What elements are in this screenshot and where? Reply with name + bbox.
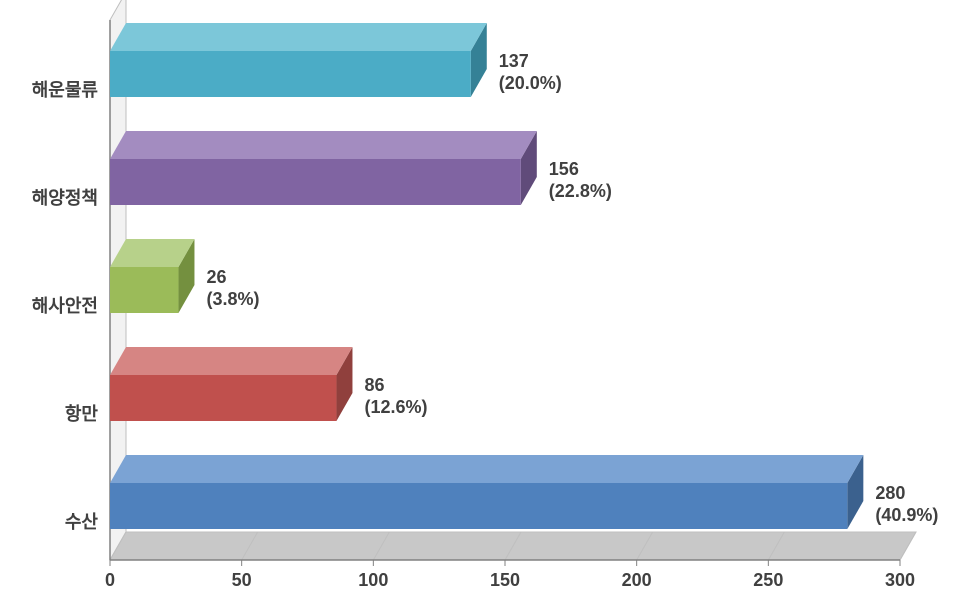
bar-front: [110, 267, 178, 313]
bar-percent-label: (40.9%): [875, 504, 938, 527]
x-axis-label: 150: [485, 570, 525, 591]
chart-canvas: [0, 0, 960, 609]
bar-percent-label: (3.8%): [206, 288, 259, 311]
bar-top: [110, 347, 352, 375]
bar-value-label: 156: [549, 158, 579, 181]
bar-percent-label: (20.0%): [499, 72, 562, 95]
bar-top: [110, 131, 537, 159]
bar-top: [110, 23, 487, 51]
bar-top: [110, 455, 863, 483]
x-axis-label: 50: [222, 570, 262, 591]
bar-front: [110, 375, 336, 421]
bar-front: [110, 483, 847, 529]
bar-front: [110, 51, 471, 97]
x-axis-label: 250: [748, 570, 788, 591]
y-axis-label: 항만: [8, 400, 98, 426]
x-axis-label: 0: [90, 570, 130, 591]
y-axis-label: 수산: [8, 508, 98, 534]
bar-percent-label: (12.6%): [364, 396, 427, 419]
bar-value-label: 137: [499, 50, 529, 73]
y-axis-label: 해양정책: [8, 184, 98, 210]
y-axis-label: 해운물류: [8, 76, 98, 102]
bar-value-label: 280: [875, 482, 905, 505]
y-axis-label: 해사안전: [8, 292, 98, 318]
bar-chart: 280(40.9%)수산86(12.6%)항만26(3.8%)해사안전156(2…: [0, 0, 960, 609]
bar-value-label: 26: [206, 266, 226, 289]
x-axis-label: 100: [353, 570, 393, 591]
bar-value-label: 86: [364, 374, 384, 397]
x-axis-label: 300: [880, 570, 920, 591]
bar-front: [110, 159, 521, 205]
bar-percent-label: (22.8%): [549, 180, 612, 203]
x-axis-label: 200: [617, 570, 657, 591]
